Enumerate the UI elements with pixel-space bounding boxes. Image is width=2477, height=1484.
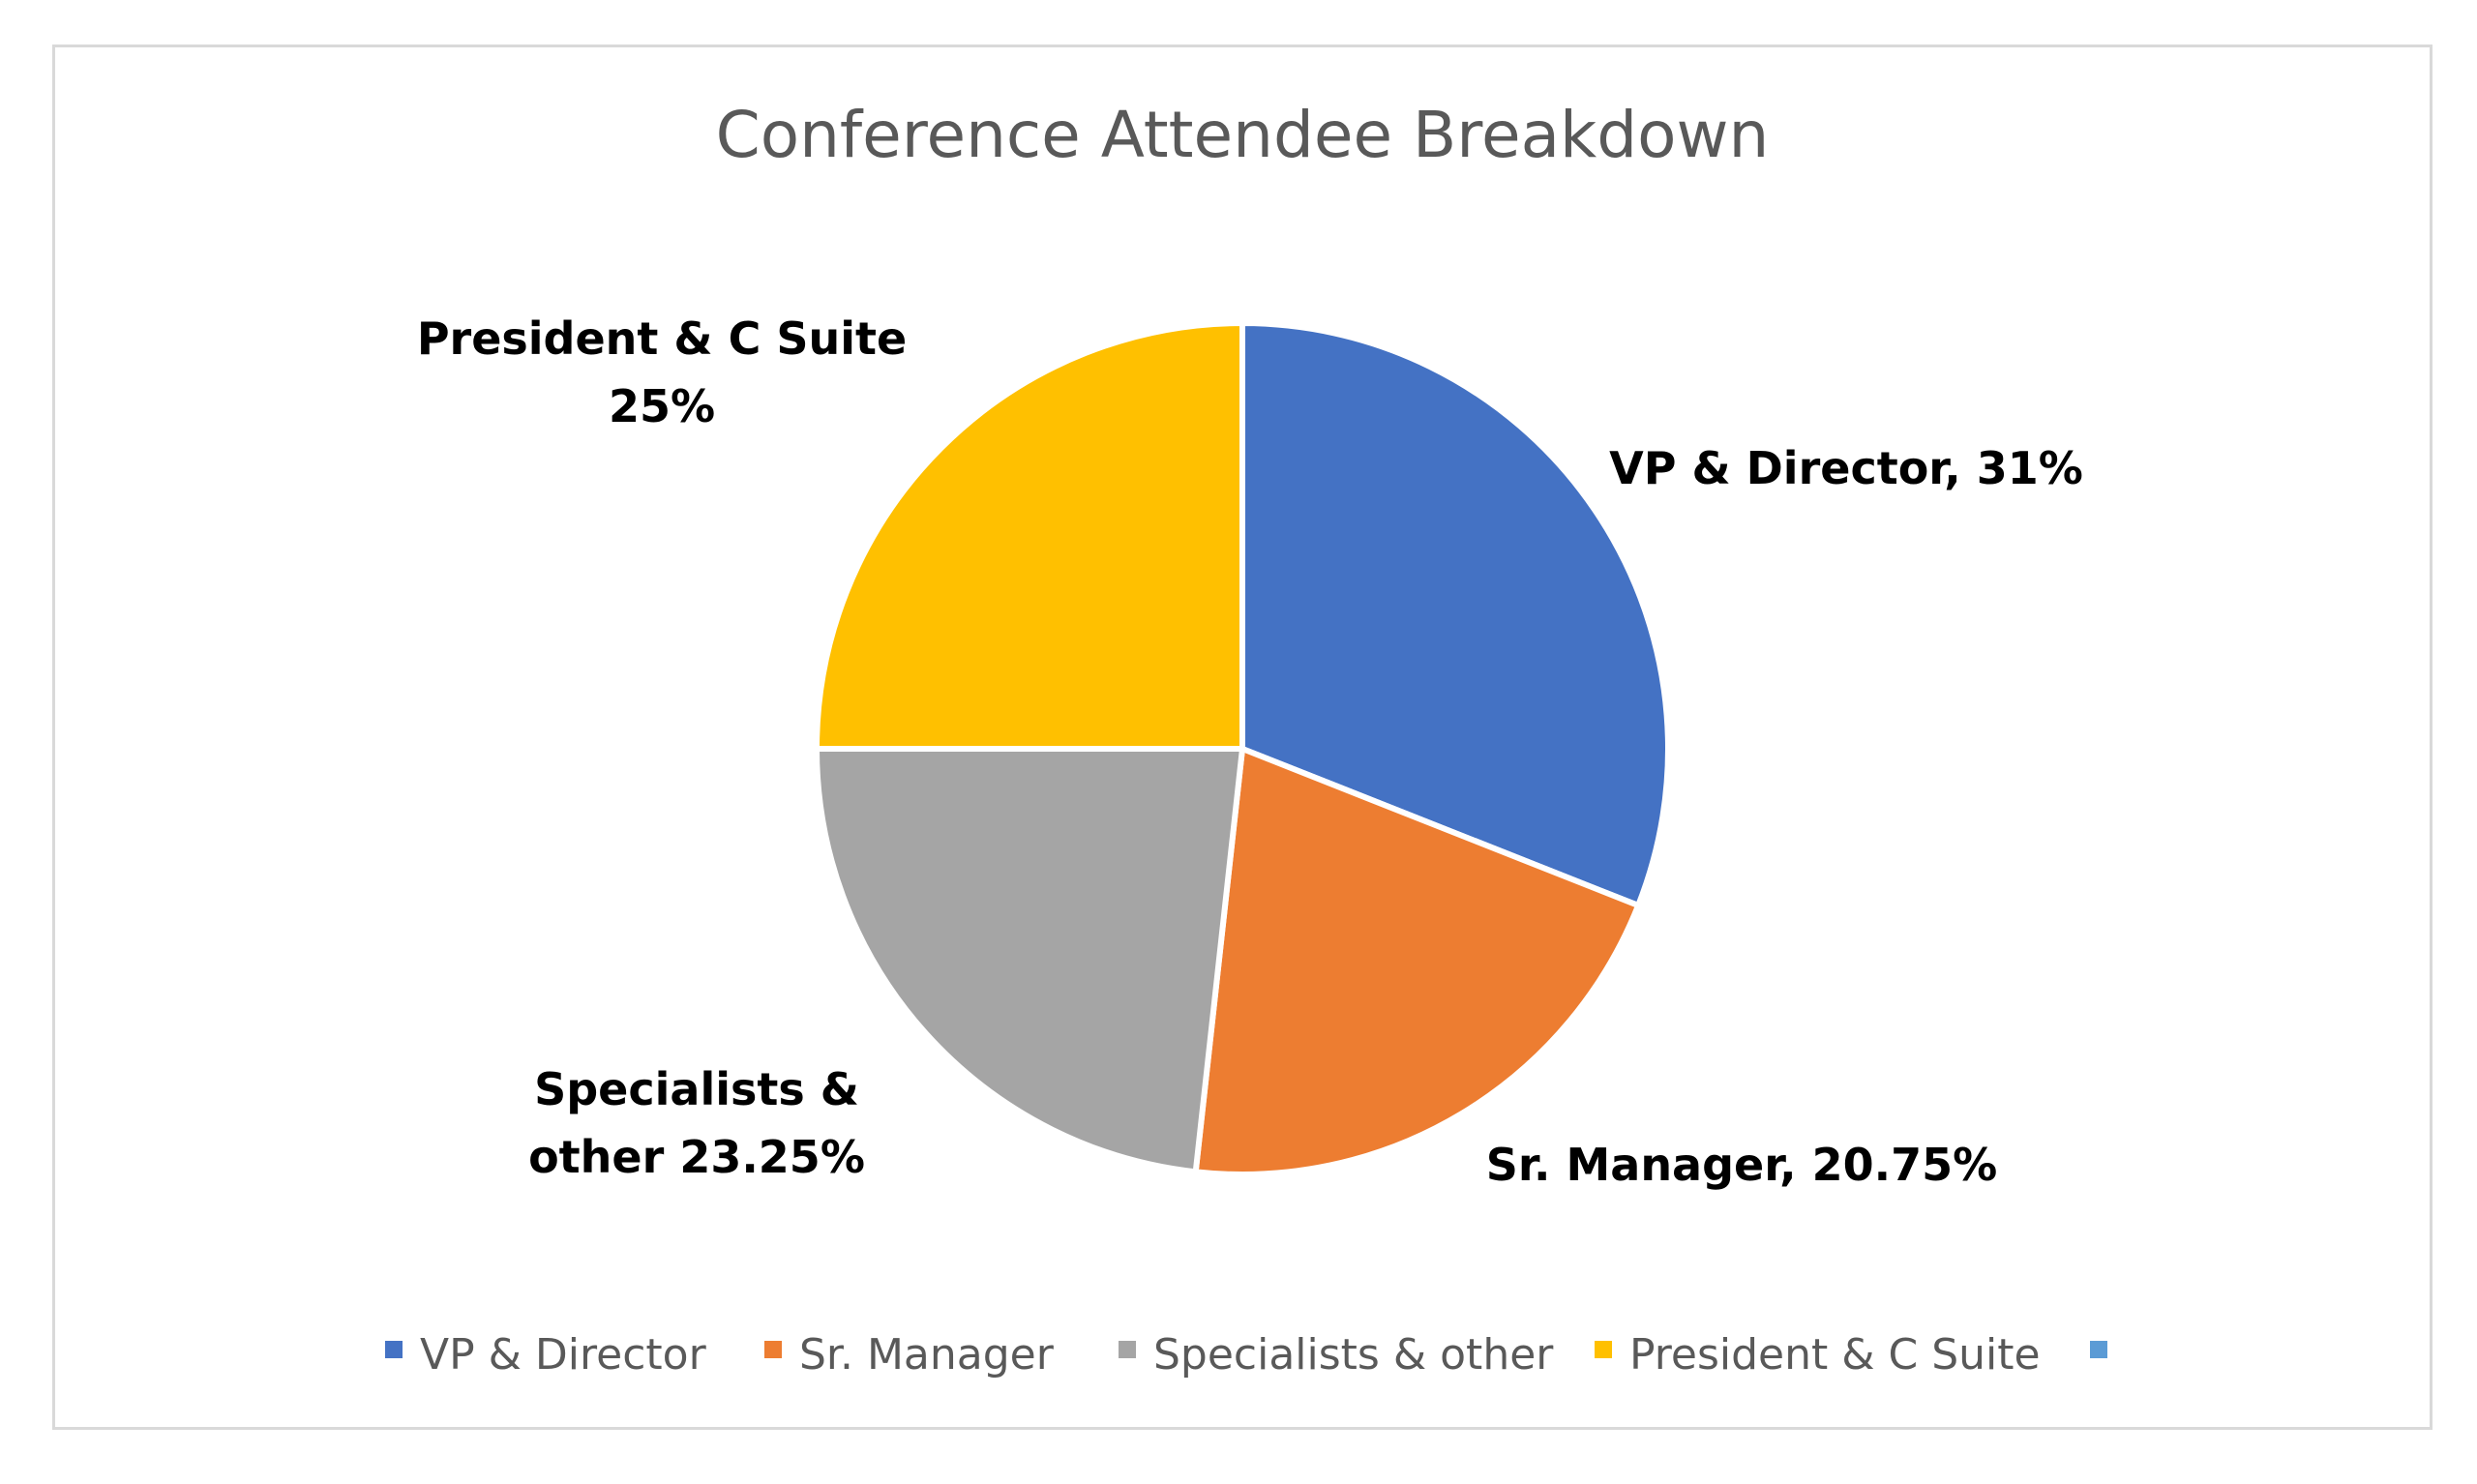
legend-swatch-specialists-other (1119, 1341, 1136, 1358)
pie-slices (814, 320, 1671, 1177)
legend-swatch-president-c-suite (1595, 1341, 1612, 1358)
chart-title: Conference Attendee Breakdown (716, 98, 1770, 172)
data-label-vp-director: VP & Director, 31% (1609, 442, 2083, 494)
legend-label-vp-director: VP & Director (420, 1330, 707, 1380)
legend-label-president-c-suite: President & C Suite (1629, 1330, 2041, 1380)
pie-slice-president-c-suite (814, 320, 1245, 752)
legend-item-sr-manager: Sr. Manager (764, 1330, 1055, 1380)
legend-label-specialists-other: Specialists & other (1153, 1330, 1554, 1380)
data-label-sr-manager: Sr. Manager, 20.75% (1486, 1139, 1997, 1191)
legend-item-unnamed-4 (2090, 1341, 2107, 1358)
legend-swatch-unnamed-4 (2090, 1341, 2107, 1358)
legend: VP & Director Sr. Manager Specialists & ot… (385, 1330, 2107, 1380)
legend-item-vp-director: VP & Director (385, 1330, 707, 1380)
legend-label-sr-manager: Sr. Manager (799, 1330, 1055, 1380)
data-label-president-c-suite: President & C Suite 25% (417, 312, 907, 432)
data-labels: VP & Director, 31% Sr. Manager, 20.75% Spe… (417, 312, 2083, 1191)
pie-slice-vp-director (1239, 320, 1671, 908)
pie-slice-sr-manager (1192, 746, 1642, 1177)
legend-swatch-vp-director (385, 1341, 403, 1358)
pie-slice-specialists-other (814, 746, 1245, 1175)
data-label-specialists-other: Specialists & other 23.25% (528, 1063, 865, 1183)
legend-item-specialists-other: Specialists & other (1119, 1330, 1554, 1380)
legend-item-president-c-suite: President & C Suite (1595, 1330, 2041, 1380)
legend-swatch-sr-manager (764, 1341, 782, 1358)
